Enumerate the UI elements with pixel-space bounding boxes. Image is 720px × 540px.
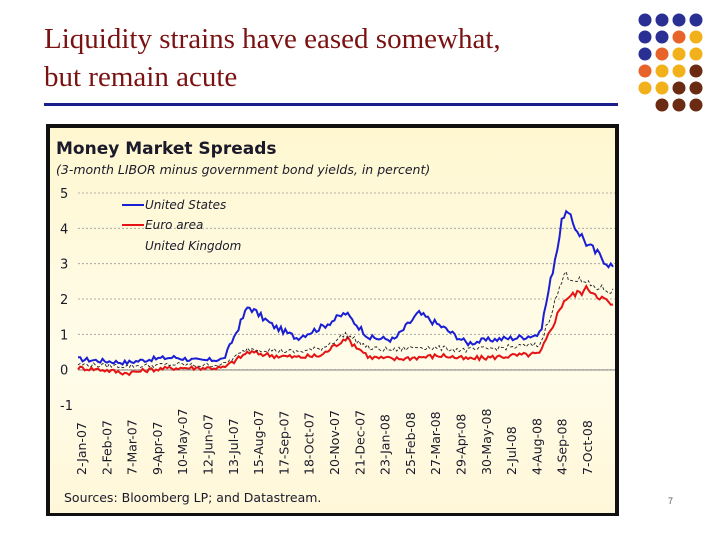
decorative-dot bbox=[672, 30, 686, 44]
money-market-spreads-chart: Money Market Spreads (3-month LIBOR minu… bbox=[56, 139, 615, 505]
decorative-dot bbox=[638, 47, 652, 61]
series-lines bbox=[77, 209, 614, 377]
slide-title-line-1: Liquidity strains have eased somewhat, bbox=[44, 23, 501, 55]
decorative-dot bbox=[638, 81, 652, 95]
decorative-dot-grid bbox=[638, 13, 703, 112]
decorative-dot bbox=[655, 47, 669, 61]
x-tick-label: 12-Jun-07 bbox=[201, 414, 216, 475]
decorative-dot bbox=[638, 30, 652, 44]
decorative-dot bbox=[672, 47, 686, 61]
x-tick-label: 20-Nov-07 bbox=[327, 410, 342, 475]
decorative-dot bbox=[689, 47, 703, 61]
series-line-united-states bbox=[78, 209, 614, 366]
slide-number: 7 bbox=[668, 496, 674, 506]
legend: United States Euro area United Kingdom bbox=[122, 198, 241, 253]
x-tick-label: 25-Feb-08 bbox=[403, 412, 418, 475]
chart-source: Sources: Bloomberg LP; and Datastream. bbox=[64, 490, 321, 505]
x-tick-label: 4-Sep-08 bbox=[555, 419, 570, 475]
decorative-dot bbox=[689, 81, 703, 95]
x-tick-label: 23-Jan-08 bbox=[378, 414, 393, 475]
decorative-dot bbox=[655, 30, 669, 44]
series-line-euro-area bbox=[77, 284, 614, 377]
decorative-dot bbox=[655, 64, 669, 78]
y-axis-ticks: 5 4 3 2 1 0 -1 bbox=[60, 187, 73, 414]
x-tick-label: 30-May-08 bbox=[479, 408, 494, 475]
legend-label-united-states: United States bbox=[145, 198, 226, 212]
y-tick-label: 2 bbox=[60, 293, 68, 308]
x-tick-label: 2-Feb-07 bbox=[99, 420, 114, 475]
x-tick-label: 21-Dec-07 bbox=[352, 410, 367, 475]
x-tick-label: 10-May-07 bbox=[175, 409, 190, 475]
x-axis-tick-labels: 2-Jan-07 2-Feb-07 7-Mar-07 9-Apr-07 10-May-0… bbox=[74, 408, 595, 475]
x-tick-label: 13-Jul-07 bbox=[226, 418, 241, 475]
decorative-dot bbox=[655, 98, 669, 112]
decorative-dot bbox=[689, 64, 703, 78]
chart-panel: Money Market Spreads (3-month LIBOR minu… bbox=[50, 128, 615, 513]
x-tick-label: 7-Oct-08 bbox=[580, 420, 595, 475]
x-tick-label: 15-Aug-07 bbox=[251, 410, 266, 475]
x-tick-label: 17-Sep-07 bbox=[276, 411, 291, 475]
y-tick-label: 1 bbox=[60, 328, 68, 343]
y-tick-label: 3 bbox=[60, 258, 68, 273]
decorative-dot bbox=[655, 13, 669, 27]
decorative-dot bbox=[672, 64, 686, 78]
slide-title: Liquidity strains have eased somewhat, b… bbox=[44, 20, 604, 96]
legend-label-united-kingdom: United Kingdom bbox=[145, 239, 241, 253]
decorative-dot bbox=[672, 13, 686, 27]
x-tick-label: 29-Apr-08 bbox=[454, 414, 469, 475]
decorative-dot bbox=[689, 30, 703, 44]
decorative-dot bbox=[672, 98, 686, 112]
x-tick-label: 18-Oct-07 bbox=[302, 412, 317, 475]
decorative-dot bbox=[672, 81, 686, 95]
y-tick-label: 5 bbox=[60, 187, 68, 202]
x-tick-label: 2-Jul-08 bbox=[504, 426, 519, 475]
x-tick-label: 2-Jan-07 bbox=[74, 422, 89, 475]
legend-label-euro-area: Euro area bbox=[145, 218, 203, 232]
slide-title-line-2: but remain acute bbox=[44, 61, 238, 93]
title-rule bbox=[44, 103, 618, 106]
y-tick-label: 4 bbox=[60, 222, 68, 237]
x-tick-label: 27-Mar-08 bbox=[428, 411, 443, 475]
decorative-dot bbox=[655, 81, 669, 95]
x-tick-label: 9-Apr-07 bbox=[150, 422, 165, 475]
y-tick-label: -1 bbox=[60, 399, 73, 414]
chart-title: Money Market Spreads bbox=[56, 139, 277, 159]
series-line-united-kingdom bbox=[77, 270, 614, 369]
decorative-dot bbox=[638, 64, 652, 78]
x-tick-label: 4-Aug-08 bbox=[529, 418, 544, 475]
decorative-dot bbox=[689, 98, 703, 112]
decorative-dot bbox=[689, 13, 703, 27]
x-tick-label: 7-Mar-07 bbox=[125, 419, 140, 475]
decorative-dot bbox=[638, 13, 652, 27]
y-tick-label: 0 bbox=[60, 364, 68, 379]
chart-subtitle: (3-month LIBOR minus government bond yie… bbox=[56, 162, 430, 177]
